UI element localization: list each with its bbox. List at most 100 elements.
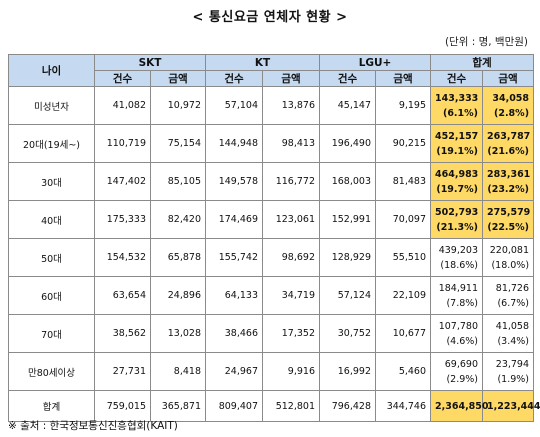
count-header: 건수 [205, 70, 263, 87]
total-count-value: 107,780 [438, 320, 479, 332]
skt-count-cell: 154,532 [94, 238, 151, 277]
kt-amount-cell: 512,801 [262, 390, 320, 422]
total-count-value: 452,157 [435, 130, 479, 142]
total-count-cell: 107,780 (4.6%) [430, 314, 484, 353]
total-count-pct: (19.7%) [436, 183, 479, 195]
total-count-pct: (4.6%) [446, 335, 479, 347]
lgu-amount-cell: 22,109 [374, 276, 432, 315]
lgu-count-cell: 168,003 [319, 162, 376, 201]
kt-count-cell: 144,948 [205, 124, 263, 163]
carrier-header-lgu: LGU+ [318, 54, 432, 71]
total-count-cell: 439,203 (18.6%) [430, 238, 484, 277]
total-amount-pct: (1.9%) [497, 373, 530, 385]
total-amount-pct: (3.4%) [497, 335, 530, 347]
table-row: 70대 38,562 13,028 38,466 17,352 30,752 1… [8, 314, 535, 353]
lgu-count-cell: 30,752 [319, 314, 376, 353]
delinquency-table: 나이 SKT KT LGU+ 합계 건수 금액 건수 금액 건수 금액 건수 금… [8, 54, 540, 422]
count-header: 건수 [319, 70, 376, 87]
total-count-pct: (7.8%) [446, 297, 479, 309]
lgu-count-cell: 796,428 [319, 390, 376, 422]
amount-header: 금액 [150, 70, 206, 87]
total-amount-pct: (2.8%) [494, 107, 530, 119]
lgu-amount-cell: 9,195 [374, 86, 432, 125]
total-count-value: 439,203 [438, 244, 479, 256]
kt-amount-cell: 98,413 [262, 124, 320, 163]
skt-count-cell: 41,082 [94, 86, 151, 125]
age-cell: 40대 [8, 200, 95, 239]
skt-amount-cell: 365,871 [150, 390, 206, 422]
lgu-amount-cell: 70,097 [374, 200, 432, 239]
total-amount-value: 283,361 [487, 168, 531, 180]
age-cell: 20대(19세~) [8, 124, 95, 163]
table-row: 50대 154,532 65,878 155,742 98,692 128,92… [8, 238, 535, 277]
kt-count-cell: 809,407 [205, 390, 263, 422]
lgu-amount-cell: 90,215 [374, 124, 432, 163]
table-row: 만80세이상 27,731 8,418 24,967 9,916 16,992 … [8, 352, 535, 391]
total-amount-value: 41,058 [495, 320, 530, 332]
total-count-cell: 452,157 (19.1%) [430, 124, 484, 163]
total-count-cell: 464,983 (19.7%) [430, 162, 484, 201]
lgu-count-cell: 196,490 [319, 124, 376, 163]
kt-amount-cell: 98,692 [262, 238, 320, 277]
grand-total-amount-cell: 1,223,444 [482, 390, 540, 422]
skt-count-cell: 27,731 [94, 352, 151, 391]
lgu-amount-cell: 344,746 [374, 390, 432, 422]
kt-count-cell: 174,469 [205, 200, 263, 239]
total-count-cell: 143,333 (6.1%) [430, 86, 484, 125]
total-count-pct: (2.9%) [446, 373, 479, 385]
amount-header: 금액 [482, 70, 535, 87]
lgu-count-cell: 57,124 [319, 276, 376, 315]
kt-amount-cell: 34,719 [262, 276, 320, 315]
unit-note: (단위 : 명, 백만원) [444, 36, 528, 48]
total-count-value: 143,333 [435, 92, 479, 104]
skt-count-cell: 110,719 [94, 124, 151, 163]
total-amount-cell: 275,579 (22.5%) [482, 200, 535, 239]
skt-amount-cell: 82,420 [150, 200, 206, 239]
age-cell: 만80세이상 [8, 352, 95, 391]
total-amount-cell: 220,081 (18.0%) [482, 238, 535, 277]
total-count-value: 69,690 [444, 358, 479, 370]
total-amount-pct: (6.7%) [497, 297, 530, 309]
total-amount-pct: (22.5%) [487, 221, 530, 233]
total-count-cell: 502,793 (21.3%) [430, 200, 484, 239]
lgu-count-cell: 16,992 [319, 352, 376, 391]
header-row-carriers: 나이 SKT KT LGU+ 합계 [8, 54, 535, 87]
kt-amount-cell: 17,352 [262, 314, 320, 353]
count-header: 건수 [430, 70, 484, 87]
total-count-pct: (18.6%) [440, 259, 479, 271]
skt-count-cell: 63,654 [94, 276, 151, 315]
count-header: 건수 [94, 70, 151, 87]
skt-count-cell: 759,015 [94, 390, 151, 422]
total-amount-value: 81,726 [495, 282, 530, 294]
lgu-count-cell: 152,991 [319, 200, 376, 239]
total-amount-value: 220,081 [489, 244, 530, 256]
age-cell: 60대 [8, 276, 95, 315]
age-cell: 합계 [8, 390, 95, 422]
skt-amount-cell: 13,028 [150, 314, 206, 353]
header-row-measures: 건수 금액 건수 금액 건수 금액 건수 금액 [9, 70, 535, 87]
lgu-count-cell: 45,147 [319, 86, 376, 125]
skt-amount-cell: 85,105 [150, 162, 206, 201]
total-amount-cell: 263,787 (21.6%) [482, 124, 535, 163]
kt-count-cell: 64,133 [205, 276, 263, 315]
total-amount-cell: 34,058 (2.8%) [482, 86, 535, 125]
kt-amount-cell: 13,876 [262, 86, 320, 125]
kt-count-cell: 149,578 [205, 162, 263, 201]
kt-count-cell: 155,742 [205, 238, 263, 277]
total-count-value: 502,793 [435, 206, 479, 218]
grand-total-count-cell: 2,364,850 [430, 390, 489, 422]
total-amount-cell: 81,726 (6.7%) [482, 276, 535, 315]
total-amount-cell: 23,794 (1.9%) [482, 352, 535, 391]
kt-count-cell: 38,466 [205, 314, 263, 353]
skt-amount-cell: 10,972 [150, 86, 206, 125]
total-amount-cell: 41,058 (3.4%) [482, 314, 535, 353]
kt-amount-cell: 9,916 [262, 352, 320, 391]
age-header: 나이 [8, 54, 95, 87]
amount-header: 금액 [262, 70, 320, 87]
table-title: < 통신요금 연체자 현황 > [192, 10, 348, 25]
total-amount-pct: (21.6%) [487, 145, 530, 157]
skt-amount-cell: 8,418 [150, 352, 206, 391]
total-amount-value: 34,058 [492, 92, 530, 104]
skt-count-cell: 38,562 [94, 314, 151, 353]
total-count-value: 184,911 [438, 282, 479, 294]
